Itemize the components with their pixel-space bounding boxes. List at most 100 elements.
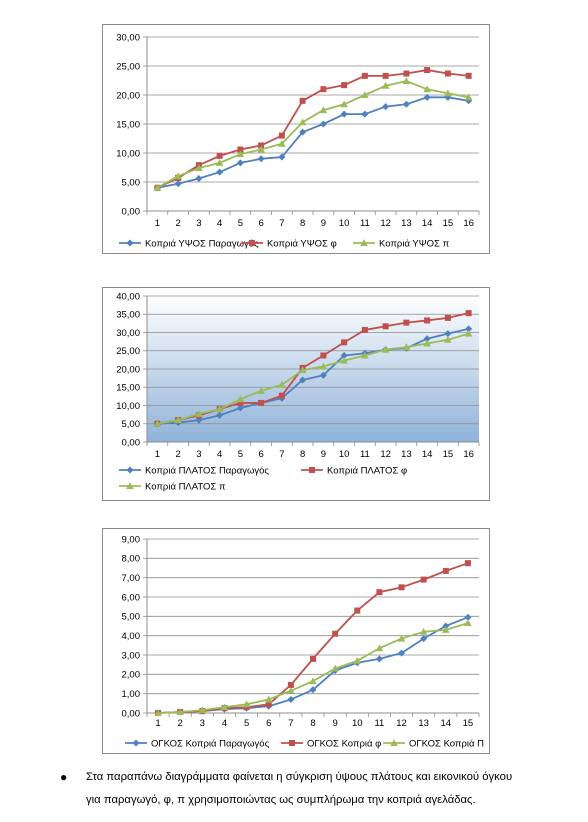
- data-point: [216, 152, 223, 159]
- chart-width: 0,00 5,00 10,00 15,00 20,00 25,00 30,00 35,00 40…: [102, 287, 490, 501]
- y-tick-label: 20,00: [116, 90, 140, 101]
- legend-label: ΟΓΚΟΣ Κοπριά φ: [307, 738, 381, 749]
- data-point: [278, 380, 286, 388]
- legend-label: Κοπριά ΠΛΑΤΟΣ φ: [327, 465, 407, 476]
- x-tick-label: 1: [155, 718, 160, 729]
- data-point: [309, 677, 317, 685]
- data-point: [298, 366, 307, 374]
- data-point: [402, 343, 411, 351]
- data-point: [236, 395, 245, 403]
- legend-marker: [126, 482, 134, 489]
- x-tick-label: 11: [374, 718, 384, 729]
- legend-entry: Κοπριά ΠΛΑΤΟΣ Παραγωγός: [119, 465, 269, 476]
- data-point: [309, 686, 317, 694]
- data-point: [423, 85, 431, 93]
- x-tick-label: 3: [200, 718, 205, 729]
- data-point: [237, 399, 244, 406]
- data-point: [320, 86, 327, 93]
- legend-entry: Κοπριά ΥΨΟΣ φ: [241, 238, 337, 249]
- caption: ● Στα παραπάνω διαγράμματα φαίνεται η σύ…: [60, 766, 567, 812]
- data-point: [320, 352, 327, 359]
- data-point: [298, 118, 307, 126]
- y-tick-label: 25,00: [116, 61, 140, 72]
- data-point: [444, 89, 452, 97]
- y-tick-label: 0,00: [122, 437, 141, 448]
- series-3: [153, 77, 473, 191]
- legend-marker: [309, 467, 315, 473]
- x-tick-label: 8: [300, 449, 305, 460]
- data-point: [382, 72, 389, 79]
- data-point: [258, 399, 265, 406]
- x-tick-label: 16: [463, 449, 474, 460]
- data-point: [340, 100, 348, 108]
- x-tick-label: 13: [418, 718, 429, 729]
- y-tick-label: 30,00: [116, 328, 140, 339]
- x-tick-label: 10: [339, 218, 350, 229]
- data-point: [361, 72, 368, 79]
- data-point: [444, 314, 451, 321]
- data-point: [216, 411, 224, 419]
- y-tick-label: 0,00: [122, 206, 141, 217]
- x-tick-label: 14: [441, 718, 452, 729]
- data-point: [299, 97, 306, 104]
- y-tick-label: 35,00: [116, 310, 140, 321]
- data-point: [403, 319, 410, 326]
- data-point: [424, 67, 431, 74]
- legend-entry: Κοπριά ΥΨΟΣ π: [353, 238, 450, 249]
- data-point: [464, 613, 472, 621]
- chart-volume: 0,00 1,00 2,00 3,00 4,00 5,00 6,00 7,00 8,00 9,00…: [102, 528, 490, 754]
- data-point: [265, 701, 272, 708]
- data-point: [464, 329, 473, 337]
- x-tick-label: 7: [279, 449, 284, 460]
- data-point: [465, 72, 472, 79]
- data-point: [195, 410, 203, 417]
- bullet-icon: ●: [60, 770, 68, 784]
- x-tick-label: 2: [175, 218, 180, 229]
- y-tick-label: 10,00: [116, 148, 140, 159]
- series-2: [154, 67, 472, 191]
- data-point: [299, 128, 307, 136]
- y-tick-label: 9,00: [122, 534, 141, 545]
- data-point: [375, 655, 383, 663]
- data-point: [154, 709, 162, 716]
- x-tick-label: 1: [155, 218, 160, 229]
- y-tick-label: 5,00: [122, 612, 141, 623]
- data-point: [174, 180, 182, 188]
- data-point: [287, 681, 294, 688]
- data-point: [264, 695, 273, 703]
- x-tick-label: 3: [196, 449, 201, 460]
- data-point: [354, 607, 361, 614]
- data-point: [278, 139, 286, 147]
- data-point: [442, 622, 450, 630]
- data-point: [215, 405, 224, 413]
- caption-line-1: Στα παραπάνω διαγράμματα φαίνεται η σύγκ…: [86, 771, 513, 783]
- x-tick-label: 4: [222, 718, 227, 729]
- data-point: [402, 77, 411, 85]
- data-point: [236, 150, 245, 158]
- data-point: [375, 644, 384, 652]
- data-point: [198, 706, 207, 714]
- data-point: [361, 110, 369, 118]
- data-point: [331, 664, 339, 672]
- y-tick-label: 6,00: [122, 592, 141, 603]
- data-point: [310, 655, 316, 662]
- x-tick-label: 15: [443, 449, 454, 460]
- y-tick-label: 5,00: [122, 177, 141, 188]
- data-point: [341, 339, 348, 346]
- x-tick-label: 10: [339, 449, 350, 460]
- data-point: [220, 703, 229, 711]
- data-point: [257, 155, 265, 163]
- series-line: [158, 622, 469, 714]
- series-line: [156, 80, 469, 189]
- data-point: [361, 351, 369, 359]
- data-point: [153, 184, 162, 191]
- data-point: [257, 145, 265, 153]
- data-point: [319, 371, 327, 379]
- data-point: [242, 700, 251, 708]
- data-point: [257, 387, 265, 394]
- data-point: [153, 419, 162, 427]
- x-tick-label: 8: [310, 718, 315, 729]
- legend-label: Κοπριά ΠΛΑΤΟΣ π: [145, 481, 226, 492]
- y-tick-label: 3,00: [122, 650, 141, 661]
- x-tick-label: 12: [380, 449, 391, 460]
